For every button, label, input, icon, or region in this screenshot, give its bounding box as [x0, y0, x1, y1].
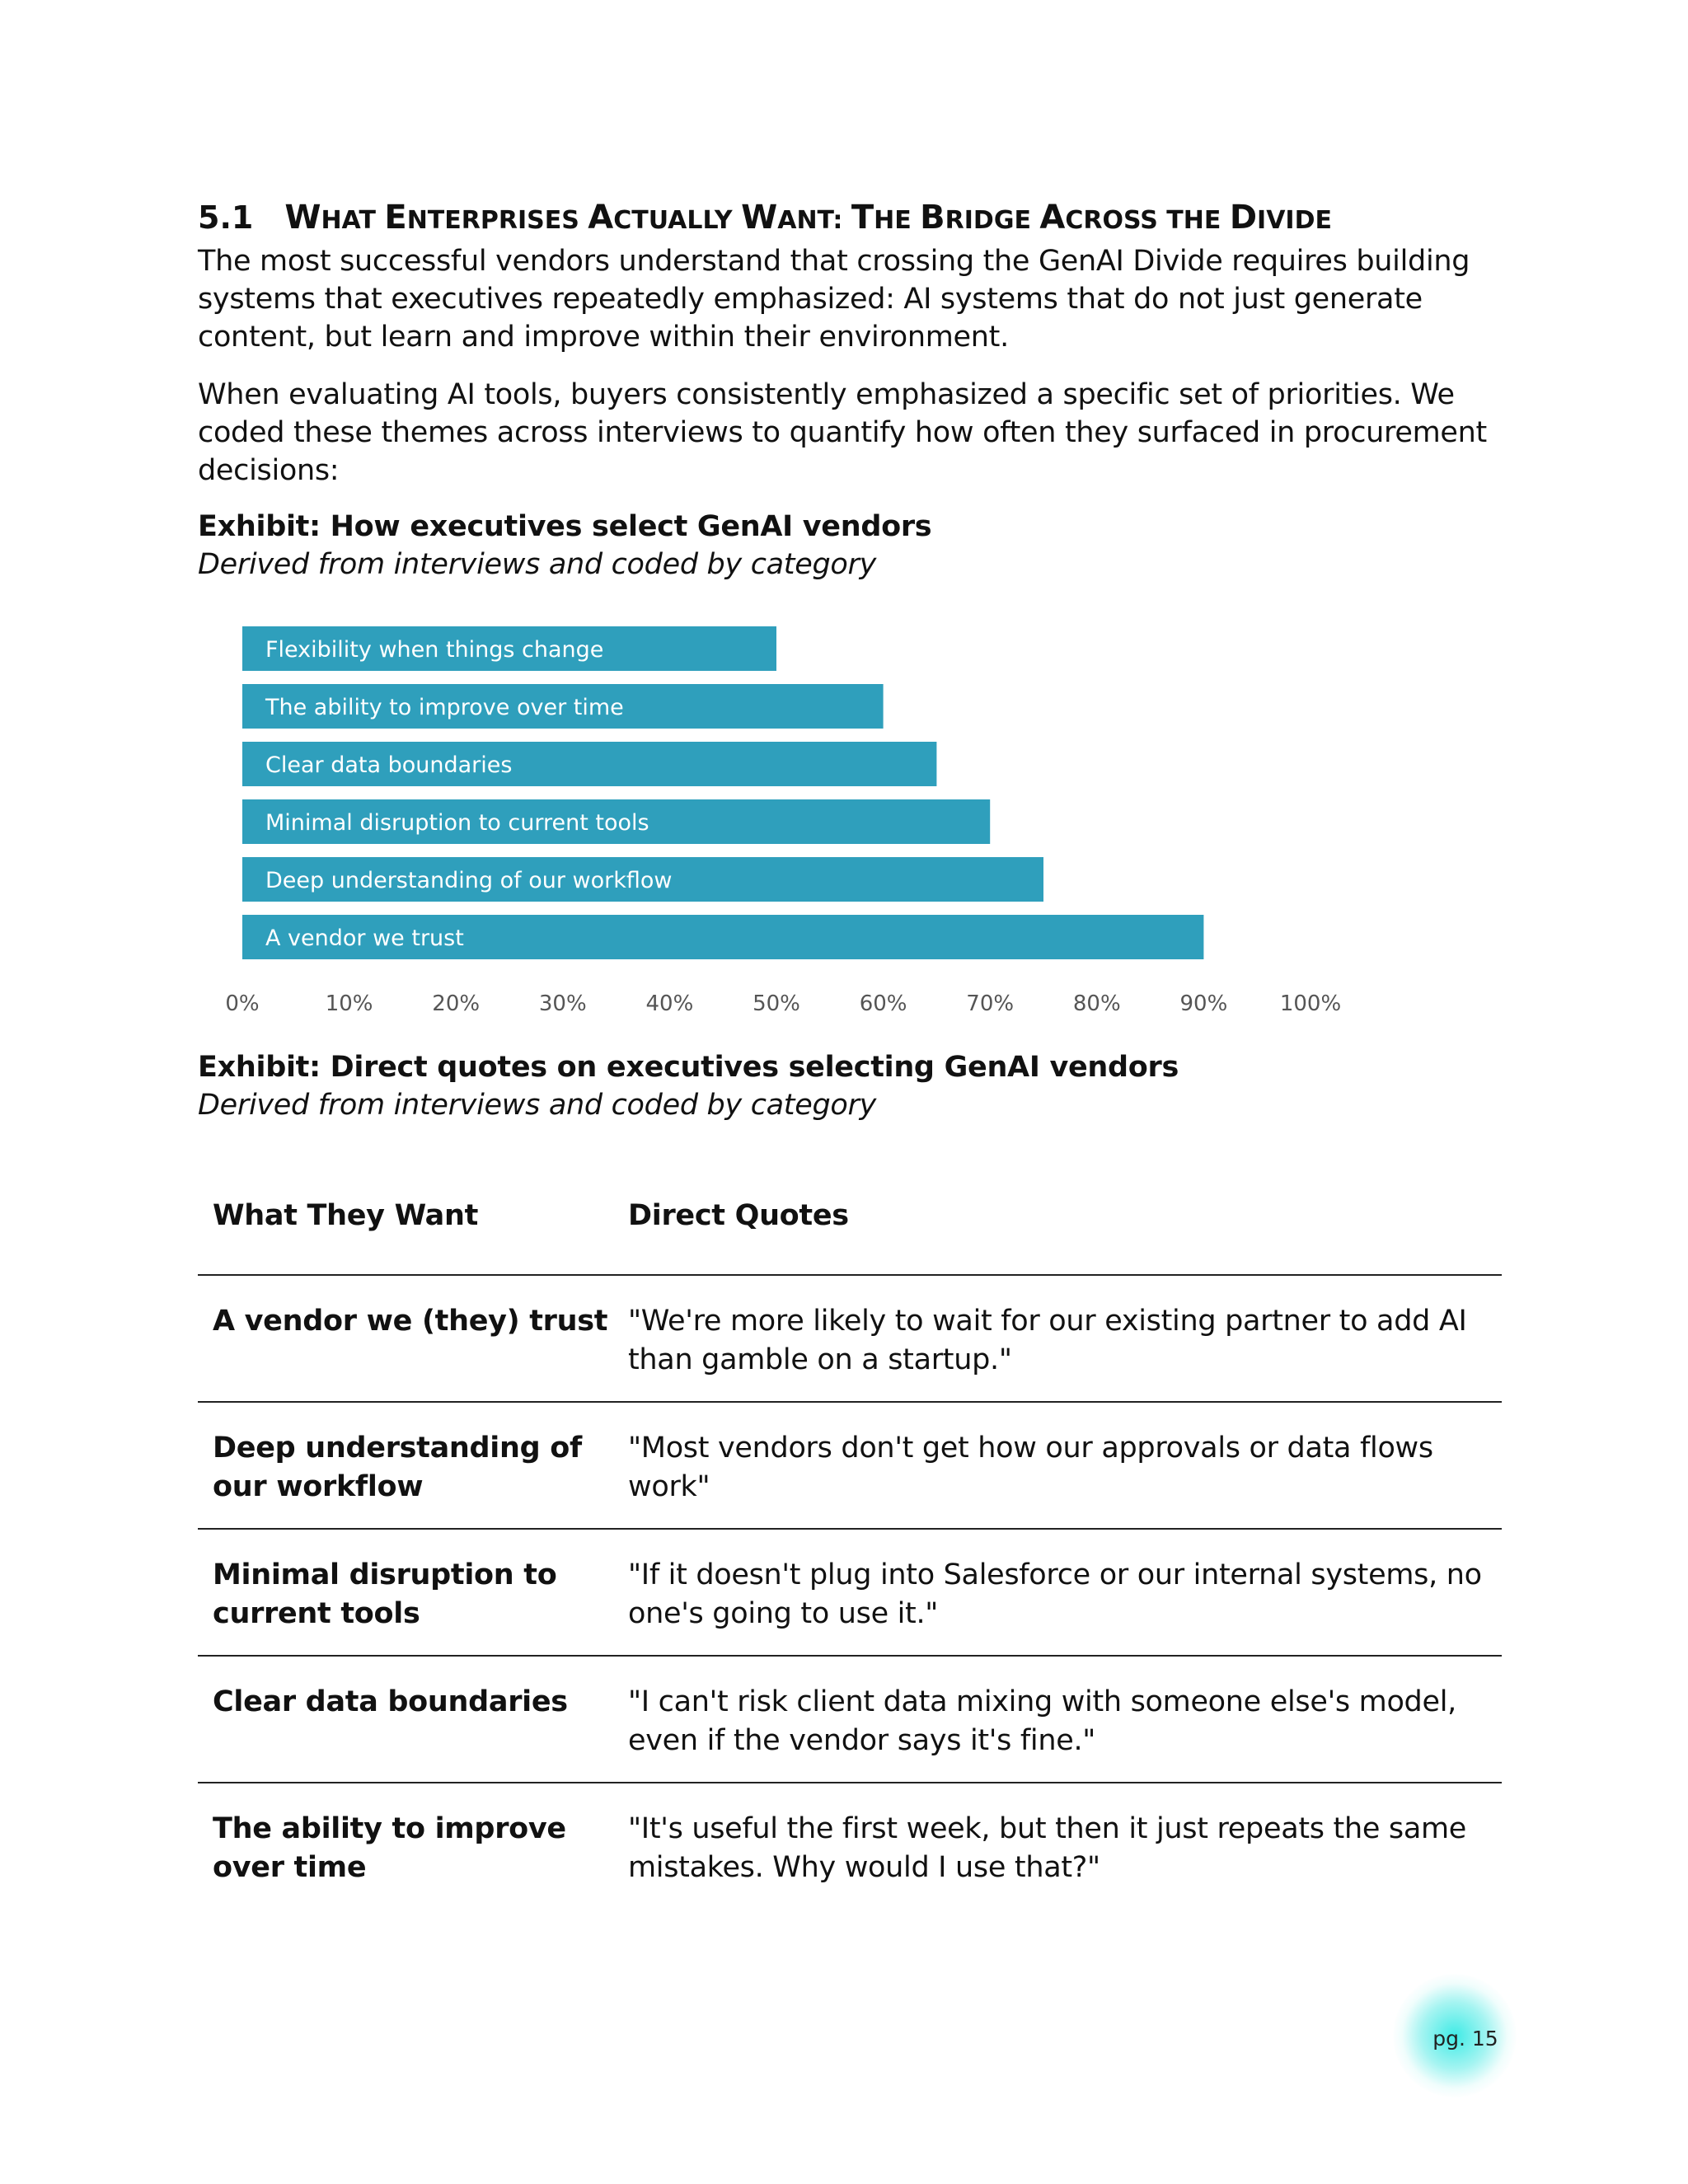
- page-content: 5.1 WHAT ENTERPRISES ACTUALLY WANT: THE B…: [198, 196, 1500, 583]
- want-cell: A vendor we (they) trust: [213, 1305, 608, 1338]
- section-number: 5.1: [198, 199, 254, 236]
- body-paragraph-2: When evaluating AI tools, buyers consist…: [198, 378, 1487, 487]
- quote-cell: "I can't risk client data mixing with so…: [628, 1685, 1456, 1757]
- want-cell: Clear data boundaries: [213, 1685, 568, 1718]
- x-tick-label: 90%: [1180, 991, 1228, 1016]
- table-row: Clear data boundaries "I can't risk clie…: [198, 1657, 1502, 1783]
- quotes-table: What They Want Direct Quotes A vendor we…: [198, 1162, 1502, 1909]
- chart-bar: [242, 799, 991, 844]
- section-title: WHAT ENTERPRISES ACTUALLY WANT: THE BRID…: [284, 199, 1332, 237]
- quote-cell: "Most vendors don't get how our approval…: [628, 1432, 1433, 1503]
- want-cell: Deep understanding of our workflow: [213, 1432, 582, 1503]
- page-number: pg. 15: [1432, 2026, 1498, 2050]
- title-small-caps-text: CTUALLY: [613, 206, 742, 235]
- quote-cell: "It's useful the first week, but then it…: [628, 1812, 1466, 1884]
- title-small-caps-text: NTERPRISES: [406, 206, 588, 235]
- title-capital-letter: T: [851, 199, 874, 237]
- title-capital-letter: D: [1229, 199, 1258, 237]
- title-capital-letter: A: [588, 199, 614, 237]
- column-header-quotes: Direct Quotes: [628, 1199, 849, 1232]
- x-tick-label: 30%: [539, 991, 587, 1016]
- table-row: Deep understanding of our workflow "Most…: [198, 1403, 1502, 1530]
- quote-cell: "If it doesn't plug into Salesforce or o…: [628, 1558, 1482, 1630]
- title-capital-letter: A: [1039, 199, 1066, 237]
- x-tick-label: 50%: [753, 991, 800, 1016]
- title-capital-letter: B: [920, 199, 945, 237]
- x-tick-label: 10%: [326, 991, 373, 1016]
- table-header-row: What They Want Direct Quotes: [198, 1162, 1502, 1276]
- want-cell: The ability to improve over time: [213, 1812, 566, 1884]
- title-small-caps-text: HE: [874, 206, 921, 235]
- table-row: Minimal disruption to current tools "If …: [198, 1530, 1502, 1657]
- title-small-caps-text: HAT: [321, 206, 385, 235]
- title-capital-letter: W: [284, 199, 321, 237]
- chart-bar: [242, 915, 1204, 959]
- chart-bar: [242, 626, 776, 671]
- title-small-caps-text: IVIDE: [1257, 206, 1332, 235]
- x-tick-label: 40%: [646, 991, 694, 1016]
- column-header-want: What They Want: [213, 1199, 479, 1232]
- title-small-caps-text: RIDGE: [945, 206, 1040, 235]
- exhibit-title: Exhibit: How executives select GenAI ven…: [198, 510, 932, 543]
- x-tick-label: 0%: [225, 991, 259, 1016]
- section-heading: 5.1 WHAT ENTERPRISES ACTUALLY WANT: THE B…: [198, 196, 1500, 242]
- title-small-caps-text: ANT:: [777, 206, 851, 235]
- title-capital-letter: W: [741, 199, 778, 237]
- x-tick-label: 70%: [966, 991, 1014, 1016]
- exhibit-subtitle: Derived from interviews and coded by cat…: [198, 548, 876, 581]
- table-row: The ability to improve over time "It's u…: [198, 1783, 1502, 1909]
- chart-bar: [242, 684, 884, 729]
- exhibit-2-subtitle: Derived from interviews and coded by cat…: [198, 1089, 876, 1122]
- bar-label: A vendor we trust: [265, 926, 464, 951]
- title-small-caps-text: CROSS THE: [1065, 206, 1230, 235]
- x-tick-label: 80%: [1073, 991, 1121, 1016]
- body-paragraph-1: The most successful vendors understand t…: [198, 245, 1470, 354]
- bar-label: Flexibility when things change: [265, 637, 603, 663]
- chart-bar: [242, 742, 937, 786]
- quote-cell: "We're more likely to wait for our exist…: [628, 1305, 1467, 1376]
- bar-label: The ability to improve over time: [265, 695, 624, 720]
- want-cell: Minimal disruption to current tools: [213, 1558, 557, 1630]
- x-tick-label: 20%: [432, 991, 480, 1016]
- bar-label: Minimal disruption to current tools: [265, 810, 649, 836]
- chart-bar: [242, 857, 1043, 902]
- exhibit-2-title: Exhibit: Direct quotes on executives sel…: [198, 1051, 1179, 1084]
- x-tick-label: 100%: [1280, 991, 1341, 1016]
- bar-label: Deep understanding of our workflow: [265, 868, 672, 893]
- table-row: A vendor we (they) trust "We're more lik…: [198, 1276, 1502, 1403]
- page-number-glow: [1393, 1974, 1517, 2097]
- bar-label: Clear data boundaries: [265, 752, 512, 778]
- title-capital-letter: E: [384, 199, 407, 237]
- x-tick-label: 60%: [860, 991, 907, 1016]
- exhibit-2-header: Exhibit: Direct quotes on executives sel…: [198, 1048, 1500, 1124]
